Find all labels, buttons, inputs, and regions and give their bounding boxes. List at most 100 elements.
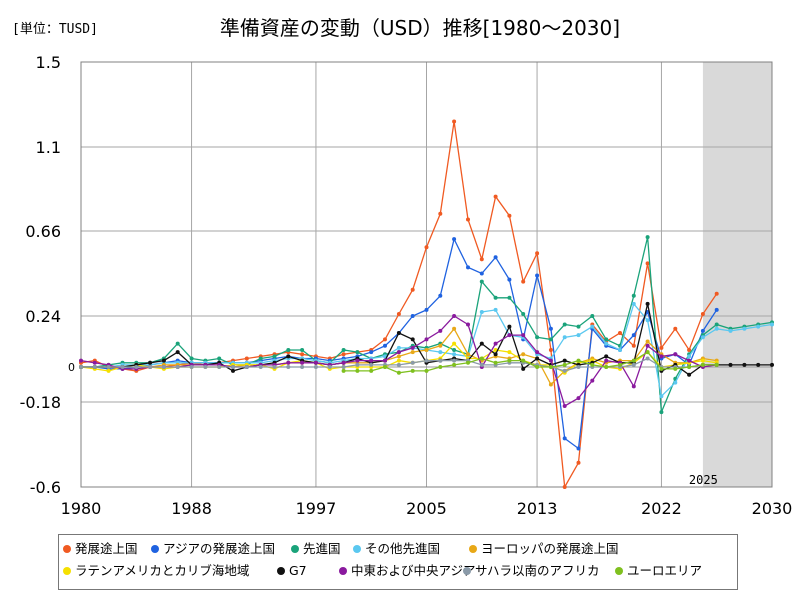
data-point <box>452 119 457 124</box>
legend-item: ラテンアメリカとカリブ海地域 <box>63 561 249 581</box>
data-point <box>548 326 553 331</box>
legend-marker-icon <box>339 567 347 575</box>
data-point <box>313 360 318 365</box>
legend-marker-icon <box>63 545 71 553</box>
data-point <box>548 365 553 369</box>
data-point <box>452 358 457 363</box>
data-point <box>645 343 650 348</box>
legend-label: サハラ以南のアフリカ <box>475 563 600 578</box>
y-tick-label: 0.24 <box>25 307 61 326</box>
data-point <box>645 301 650 306</box>
data-point <box>631 333 636 338</box>
legend-marker-icon <box>277 567 285 575</box>
data-point <box>369 362 374 367</box>
data-point <box>231 368 235 373</box>
data-point <box>507 350 512 355</box>
legend-marker-icon <box>151 545 159 553</box>
data-point <box>521 279 526 284</box>
data-point <box>604 337 609 342</box>
data-point <box>231 365 235 369</box>
legend-label: その他先進国 <box>365 541 441 556</box>
data-point <box>673 326 678 331</box>
data-point <box>700 335 705 340</box>
data-point <box>507 213 512 218</box>
data-point <box>618 348 622 352</box>
data-point <box>438 365 443 369</box>
legend-item: その他先進国 <box>353 539 440 559</box>
data-point <box>687 365 692 369</box>
data-point <box>756 324 761 329</box>
legend: 発展途上国 アジアの発展途上国 先進国 その他先進国 ヨーロッパの発展途上国 ラテンアメリ… <box>58 534 738 590</box>
data-point <box>452 362 457 367</box>
data-point <box>92 360 97 365</box>
data-point <box>562 368 567 373</box>
data-point <box>369 358 374 363</box>
data-point <box>659 394 664 399</box>
data-point <box>770 362 774 367</box>
data-point <box>203 365 208 369</box>
series-line <box>343 351 717 374</box>
forecast-year-label: 2025 <box>689 473 718 487</box>
data-point <box>673 352 678 357</box>
data-point <box>244 356 249 361</box>
data-point <box>410 345 415 350</box>
data-point <box>466 217 470 222</box>
data-point <box>106 368 111 373</box>
y-tick-label: 0.66 <box>25 222 61 241</box>
data-point <box>383 337 387 342</box>
data-point <box>493 295 498 300</box>
data-point <box>576 324 581 329</box>
legend-label: ヨーロッパの発展途上国 <box>481 541 619 556</box>
data-point <box>355 362 360 367</box>
data-point <box>535 273 540 278</box>
data-point <box>590 378 595 383</box>
data-point <box>438 328 443 333</box>
data-point <box>576 460 581 465</box>
data-point <box>438 211 443 216</box>
data-point <box>728 328 733 333</box>
data-point <box>576 365 581 369</box>
x-tick-label: 1997 <box>296 499 337 518</box>
data-point <box>410 368 415 373</box>
data-point <box>286 348 291 352</box>
data-point <box>452 341 457 346</box>
data-point <box>631 301 636 306</box>
legend-label: 先進国 <box>303 541 341 556</box>
data-point <box>548 358 553 363</box>
plot-border <box>80 61 773 488</box>
data-point <box>535 335 540 340</box>
data-point <box>493 341 498 346</box>
data-point <box>369 350 374 355</box>
data-point <box>576 358 581 363</box>
legend-item: 中東および中央アジア <box>339 561 476 581</box>
data-point <box>396 370 401 375</box>
data-point <box>631 384 636 389</box>
data-point <box>383 343 387 348</box>
data-point <box>369 368 374 373</box>
data-point <box>355 368 360 373</box>
y-tick-label: 1.1 <box>36 138 61 157</box>
data-point <box>590 324 595 329</box>
data-point <box>493 194 498 199</box>
data-point <box>424 337 429 342</box>
data-point <box>535 356 540 361</box>
data-point <box>341 348 346 352</box>
data-point <box>728 362 733 367</box>
data-point <box>161 365 166 369</box>
data-point <box>466 352 470 357</box>
data-point <box>175 341 180 346</box>
legend-item: G7 <box>277 561 307 581</box>
data-point <box>92 365 97 369</box>
forecast-region <box>702 62 772 487</box>
data-point <box>424 245 429 250</box>
legend-item: サハラ以南のアフリカ <box>463 561 600 581</box>
line-chart: 2025 1980 1988 1997 2005 2013 2022 2030 1.5 1.1 0… <box>20 53 793 518</box>
data-point <box>479 356 484 361</box>
data-point <box>645 261 650 266</box>
data-point <box>452 237 457 242</box>
data-point <box>355 350 360 355</box>
legend-label: 発展途上国 <box>75 541 138 556</box>
legend-marker-icon <box>615 567 623 575</box>
data-point <box>479 362 484 367</box>
data-point <box>479 341 484 346</box>
